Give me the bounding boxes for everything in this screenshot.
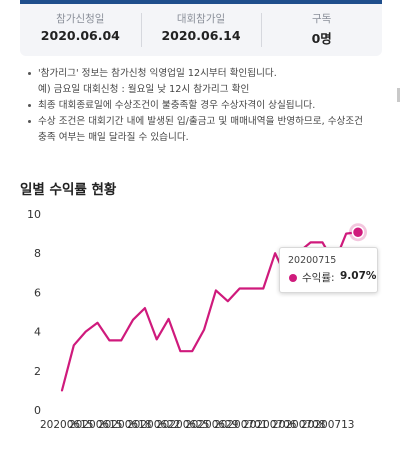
- tooltip-value: 9.07%: [340, 270, 377, 282]
- x-tick-label: 20200629: [185, 419, 238, 431]
- notice-item: 최종 대회종료일에 수상조건이 불충족할 경우 수상자격이 상실됩니다.: [28, 98, 388, 114]
- scroll-indicator: [397, 88, 400, 102]
- notice-list: '참가리그' 정보는 참가신청 익영업일 12시부터 확인됩니다. 예) 금요일…: [28, 66, 388, 146]
- x-tick-label: 20200713: [301, 419, 354, 431]
- notice-line: '참가리그' 정보는 참가신청 익영업일 12시부터 확인됩니다.: [38, 68, 277, 79]
- series-line: [60, 231, 360, 392]
- notice-item: '참가리그' 정보는 참가신청 익영업일 12시부터 확인됩니다. 예) 금요일…: [28, 66, 388, 98]
- contest-summary: 참가신청일 2020.06.04 대회참가일 2020.06.14 구독 0명: [20, 4, 382, 56]
- notice-line: 충족 여부는 매일 달라질 수 있습니다.: [38, 132, 189, 143]
- stat-value: 0명: [311, 31, 332, 46]
- notice-item: 수상 조건은 대회기간 내에 발생된 입/출금고 및 매매내역을 반영하므로, …: [28, 114, 388, 146]
- stat-label: 참가신청일: [56, 13, 105, 25]
- stat-subscribers: 구독 0명: [261, 4, 382, 56]
- x-tick-label: 20200625: [156, 419, 209, 431]
- y-tick-label: 2: [34, 365, 41, 378]
- section-title: 일별 수익률 현황: [20, 182, 117, 198]
- daily-return-chart[interactable]: 0246810202006152020061520200618202006222…: [0, 200, 400, 449]
- stat-value: 2020.06.14: [161, 28, 241, 43]
- y-tick-label: 0: [34, 404, 41, 417]
- y-tick-label: 10: [27, 208, 41, 221]
- x-tick-label: 20200622: [127, 419, 180, 431]
- y-tick-label: 8: [34, 247, 41, 260]
- series-marker-icon: [289, 274, 297, 282]
- y-tick-label: 6: [34, 286, 41, 299]
- stat-value: 2020.06.04: [40, 28, 120, 43]
- x-tick-label: 20200706: [243, 419, 297, 431]
- notice-line: 예) 금요일 대회신청 : 월요일 낮 12시 참가리그 확인: [38, 84, 250, 95]
- stat-join-date: 대회참가일 2020.06.14: [140, 4, 262, 56]
- highlight-point: [351, 225, 365, 239]
- x-tick-label: 20200708: [272, 419, 325, 431]
- x-tick-label: 20200615: [40, 419, 93, 431]
- stat-apply-date: 참가신청일 2020.06.04: [20, 4, 141, 56]
- stat-label: 구독: [312, 13, 332, 25]
- x-tick-label: 20200701: [214, 419, 267, 431]
- x-tick-label: 20200618: [98, 419, 151, 431]
- notice-line: 수상 조건은 대회기간 내에 발생된 입/출금고 및 매매내역을 반영하므로, …: [38, 116, 363, 127]
- header-accent-bar: [20, 0, 382, 4]
- tooltip-label: 수익률:: [302, 272, 335, 284]
- y-tick-label: 4: [34, 326, 41, 339]
- tooltip-date: 20200715: [288, 255, 337, 266]
- notice-line: 최종 대회종료일에 수상조건이 불충족할 경우 수상자격이 상실됩니다.: [38, 100, 316, 111]
- chart-tooltip: 20200715 수익률: 9.07%: [279, 247, 378, 293]
- x-tick-label: 20200615: [69, 419, 122, 431]
- stat-label: 대회참가일: [176, 13, 226, 25]
